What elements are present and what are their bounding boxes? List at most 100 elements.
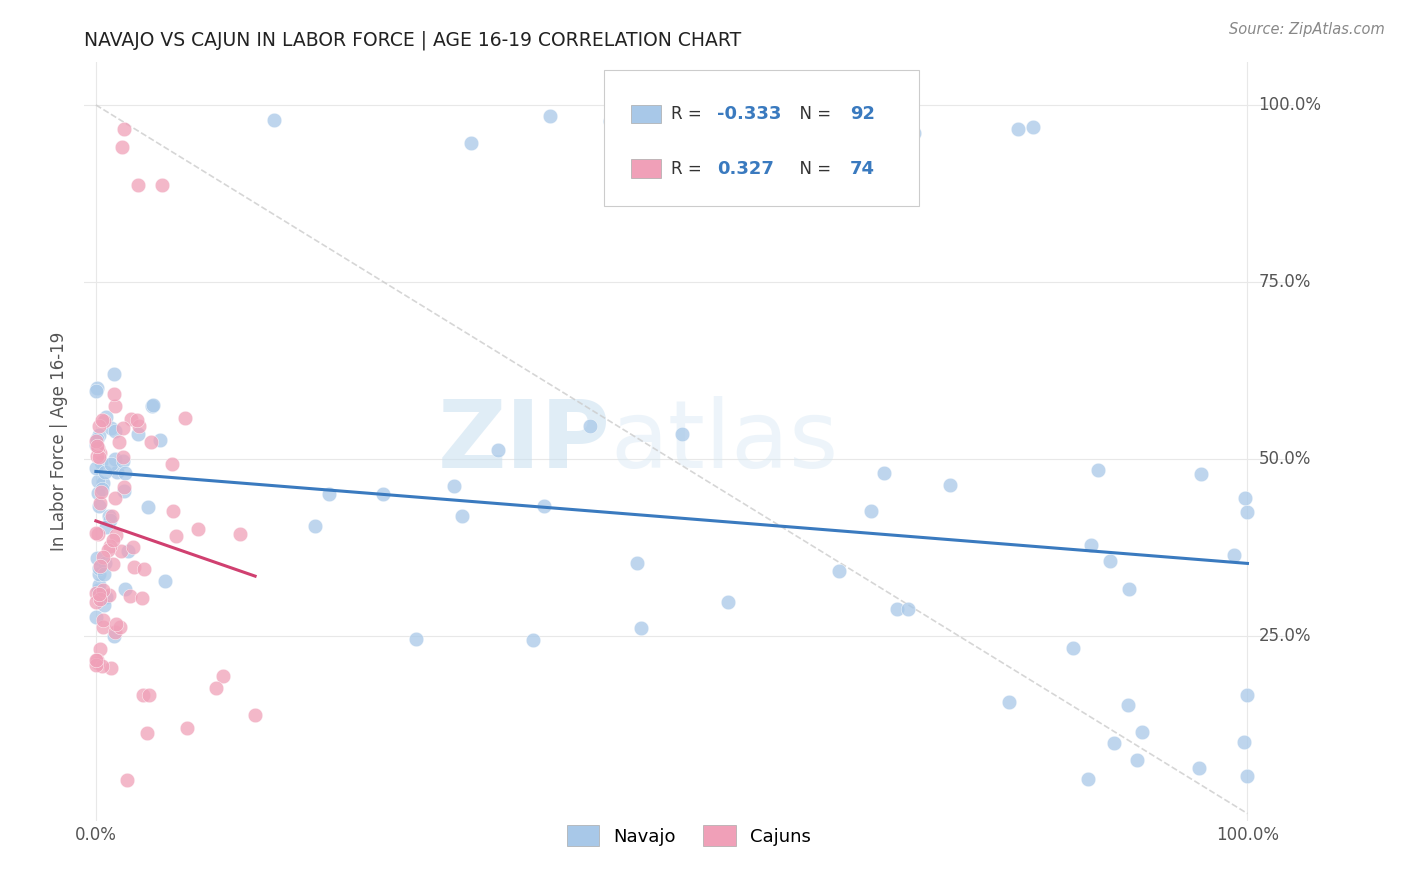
Text: 74: 74 xyxy=(849,160,875,178)
Point xyxy=(91,412,114,426)
Point xyxy=(84,657,107,672)
Point xyxy=(90,455,112,469)
Point xyxy=(111,450,134,464)
Point xyxy=(142,398,165,412)
Point xyxy=(84,384,107,398)
Point xyxy=(136,726,159,740)
Point xyxy=(1080,538,1102,552)
Point xyxy=(87,583,110,598)
Point xyxy=(717,595,740,609)
Point xyxy=(162,504,184,518)
Point xyxy=(86,595,108,609)
Point xyxy=(1188,761,1211,775)
Point xyxy=(538,109,561,123)
Text: 25.0%: 25.0% xyxy=(1258,627,1310,646)
Point xyxy=(112,454,135,468)
Point xyxy=(87,428,110,442)
Point xyxy=(112,421,135,435)
Point xyxy=(125,413,148,427)
Text: 75.0%: 75.0% xyxy=(1258,273,1310,291)
Point xyxy=(263,112,285,127)
Point xyxy=(114,582,136,597)
Point xyxy=(371,487,394,501)
Point xyxy=(1022,120,1045,134)
Text: R =: R = xyxy=(671,105,707,123)
Point xyxy=(84,525,107,540)
Point xyxy=(671,426,693,441)
Point xyxy=(86,449,108,463)
Text: 100.0%: 100.0% xyxy=(1258,96,1322,114)
Point xyxy=(103,368,125,382)
Text: -0.333: -0.333 xyxy=(717,105,782,123)
Point xyxy=(443,479,465,493)
Point xyxy=(89,446,111,460)
Point xyxy=(104,399,127,413)
Point xyxy=(205,681,228,695)
Point xyxy=(630,621,652,635)
Point xyxy=(176,721,198,735)
FancyBboxPatch shape xyxy=(605,70,918,207)
Point xyxy=(211,669,233,683)
Point xyxy=(626,556,648,570)
Point xyxy=(138,688,160,702)
Point xyxy=(86,551,108,566)
Point xyxy=(87,441,110,455)
Point xyxy=(91,658,114,673)
Point xyxy=(579,419,602,434)
Point xyxy=(104,491,127,505)
Point xyxy=(122,560,145,574)
Point xyxy=(187,522,209,536)
Point xyxy=(108,619,131,633)
Point xyxy=(84,586,107,600)
Point xyxy=(100,457,122,471)
Point xyxy=(103,386,125,401)
Point xyxy=(150,178,173,192)
Point xyxy=(103,628,125,642)
Point xyxy=(105,617,128,632)
Point xyxy=(105,465,128,479)
Point xyxy=(93,620,115,634)
Point xyxy=(87,587,110,601)
Point xyxy=(84,609,107,624)
Point xyxy=(93,476,115,491)
Point xyxy=(86,438,108,452)
Legend: Navajo, Cajuns: Navajo, Cajuns xyxy=(560,818,818,854)
Point xyxy=(100,661,122,675)
Point xyxy=(100,421,122,435)
Point xyxy=(1007,121,1029,136)
Point xyxy=(90,482,112,496)
Point xyxy=(243,708,266,723)
Point xyxy=(84,461,107,475)
Text: NAVAJO VS CAJUN IN LABOR FORCE | AGE 16-19 CORRELATION CHART: NAVAJO VS CAJUN IN LABOR FORCE | AGE 16-… xyxy=(84,30,741,50)
FancyBboxPatch shape xyxy=(631,104,661,123)
Point xyxy=(886,602,908,616)
Point xyxy=(897,602,920,616)
Text: N =: N = xyxy=(789,105,837,123)
Point xyxy=(104,451,127,466)
Point xyxy=(101,557,124,571)
Point xyxy=(112,121,135,136)
Point xyxy=(1087,463,1109,477)
Point xyxy=(1130,725,1153,739)
Point xyxy=(121,540,143,554)
Point xyxy=(89,567,111,582)
Point xyxy=(86,439,108,453)
Point xyxy=(104,625,127,640)
Point xyxy=(141,434,163,449)
Point xyxy=(98,539,121,553)
Point xyxy=(90,484,112,499)
Point xyxy=(111,139,134,153)
Point xyxy=(120,412,142,426)
Point xyxy=(112,484,135,499)
Point xyxy=(118,589,141,603)
Point xyxy=(98,509,121,524)
Point xyxy=(165,529,187,543)
Point xyxy=(1189,467,1212,481)
Point xyxy=(89,558,111,573)
Point xyxy=(1062,640,1084,655)
Text: 0.327: 0.327 xyxy=(717,160,773,178)
Point xyxy=(87,486,110,500)
Point xyxy=(304,519,326,533)
Text: 50.0%: 50.0% xyxy=(1258,450,1310,468)
Point xyxy=(160,457,183,471)
